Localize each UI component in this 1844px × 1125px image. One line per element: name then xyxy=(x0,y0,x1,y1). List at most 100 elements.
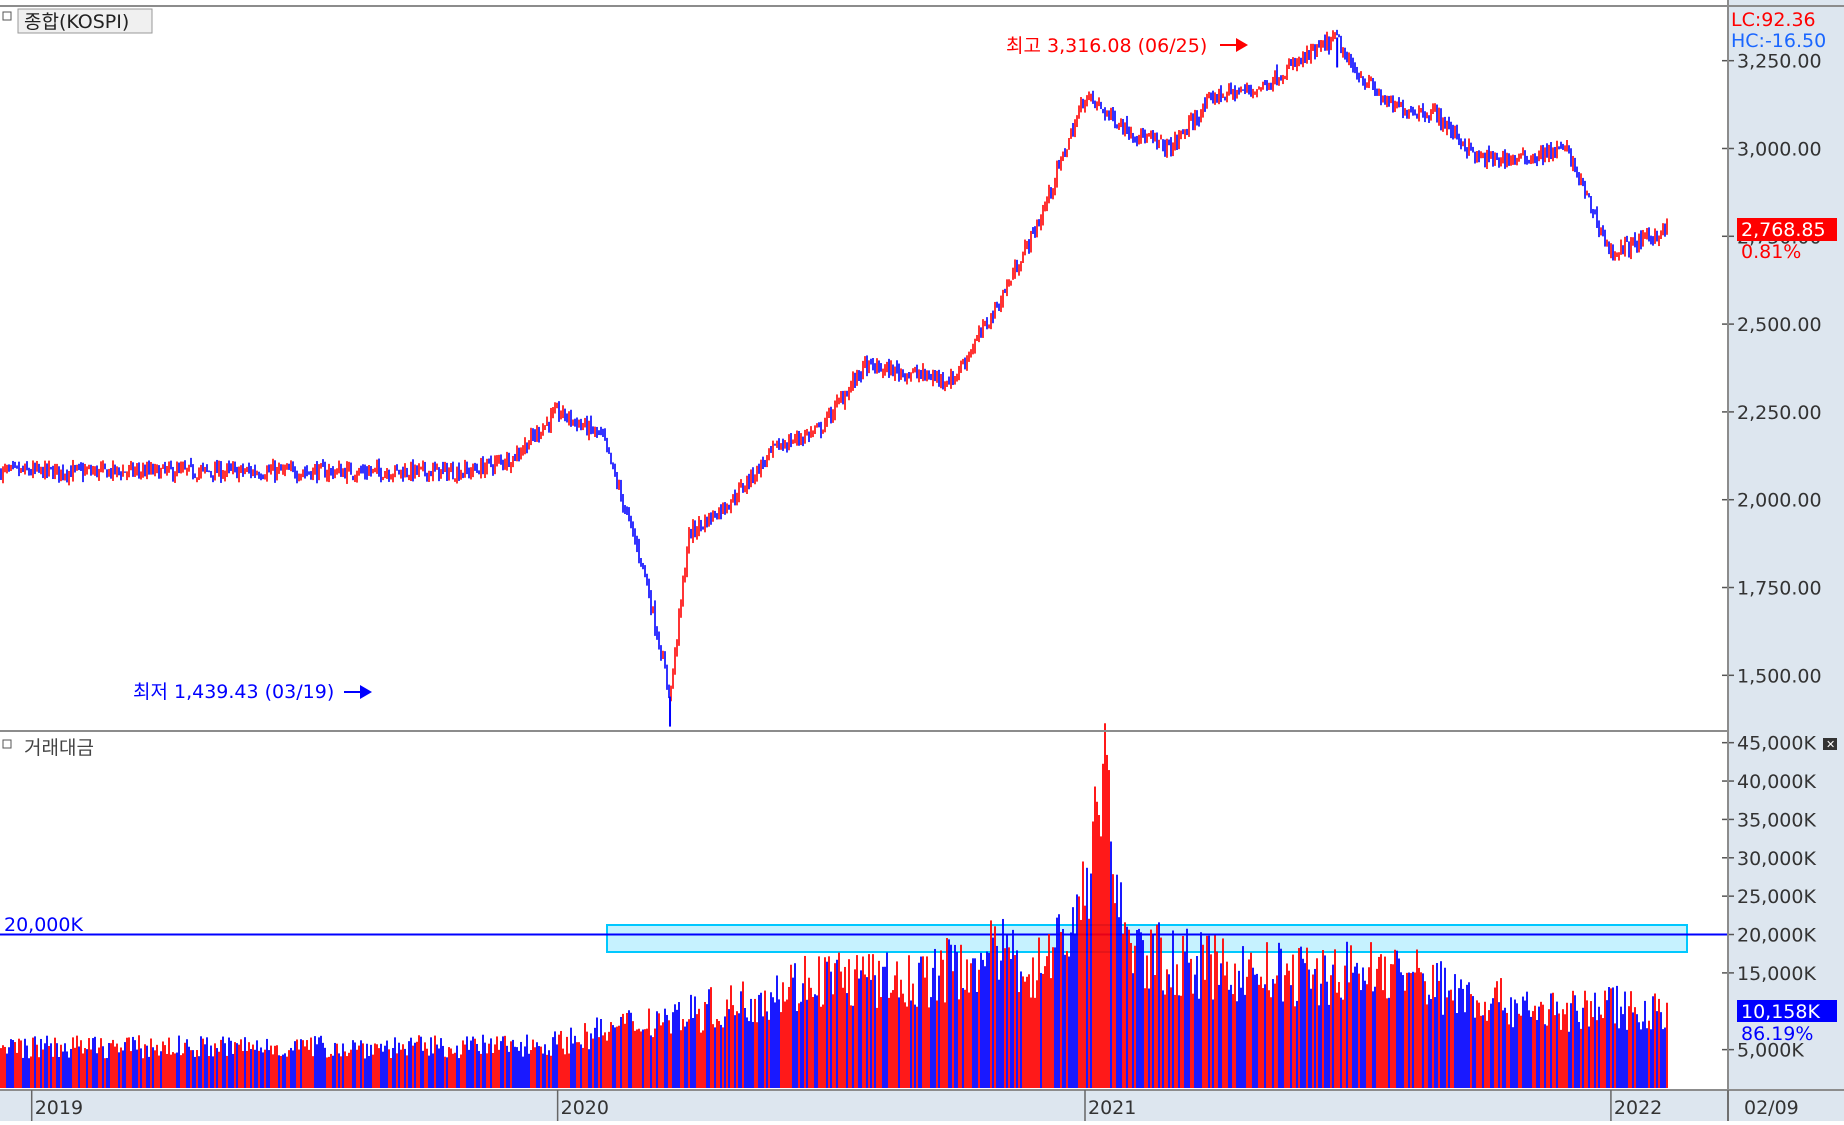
volume-bar xyxy=(1548,1009,1550,1088)
volume-bar xyxy=(722,1027,724,1088)
volume-bar xyxy=(1080,919,1082,1088)
volume-bar xyxy=(136,1049,138,1088)
volume-bar xyxy=(740,991,742,1088)
volume-bar xyxy=(1056,917,1058,1088)
volume-bar xyxy=(1072,907,1074,1088)
volume-bar xyxy=(490,1038,492,1088)
volume-bar xyxy=(1178,995,1180,1088)
volume-bar xyxy=(1308,969,1310,1088)
volume-bar xyxy=(964,989,966,1088)
volume-bar xyxy=(1128,929,1130,1088)
volume-highlight-zone[interactable] xyxy=(606,924,1688,953)
volume-bar xyxy=(498,1049,500,1088)
volume-bar xyxy=(1114,903,1116,1088)
hc-label: HC:-16.50 xyxy=(1731,30,1826,52)
volume-bar xyxy=(992,937,994,1088)
volume-bar xyxy=(814,994,816,1088)
volume-bar xyxy=(1662,1029,1664,1088)
volume-bar xyxy=(352,1040,354,1088)
volume-bar xyxy=(1468,982,1470,1088)
volume-bar xyxy=(1556,1001,1558,1088)
volume-bar xyxy=(1084,905,1086,1088)
volume-bar xyxy=(56,1043,58,1088)
volume-bar xyxy=(1482,1015,1484,1088)
volume-bar xyxy=(1266,942,1268,1088)
volume-bar xyxy=(328,1056,330,1088)
volume-bar xyxy=(134,1040,136,1088)
volume-bar xyxy=(982,959,984,1088)
volume-bar xyxy=(566,1036,568,1088)
volume-bar xyxy=(926,956,928,1088)
volume-bar xyxy=(386,1040,388,1088)
volume-bar xyxy=(864,974,866,1088)
volume-bar xyxy=(494,1044,496,1088)
volume-bar xyxy=(586,1031,588,1088)
volume-bar xyxy=(1196,956,1198,1088)
volume-bar xyxy=(1124,922,1126,1088)
volume-bar xyxy=(228,1037,230,1088)
price-title-box[interactable] xyxy=(17,8,153,34)
volume-bar xyxy=(1234,963,1236,1088)
volume-bar xyxy=(1188,962,1190,1088)
volume-bar xyxy=(894,975,896,1088)
price-tick-label: 2,500.00 xyxy=(1737,314,1822,336)
volume-bar xyxy=(22,1057,24,1088)
volume-bar xyxy=(12,1039,14,1088)
volume-bar xyxy=(1208,935,1210,1088)
volume-bar xyxy=(1322,949,1324,1088)
high-arrow-icon xyxy=(1236,38,1248,52)
volume-bar xyxy=(166,1053,168,1088)
volume-bar xyxy=(800,1001,802,1088)
volume-bar xyxy=(196,1050,198,1088)
volume-bar xyxy=(400,1049,402,1088)
volume-bar xyxy=(1202,944,1204,1088)
volume-bar xyxy=(284,1053,286,1088)
volume-bar xyxy=(1428,994,1430,1088)
volume-bar xyxy=(796,1011,798,1088)
volume-bar xyxy=(1480,1015,1482,1088)
volume-bar xyxy=(272,1054,274,1088)
volume-bar xyxy=(146,1045,148,1088)
volume-bar xyxy=(962,988,964,1088)
volume-bar xyxy=(1544,1024,1546,1088)
volume-bar xyxy=(336,1043,338,1088)
volume-bar xyxy=(1628,1006,1630,1088)
volume-bar xyxy=(32,1037,34,1088)
volume-bar xyxy=(236,1043,238,1088)
volume-bar xyxy=(1232,994,1234,1088)
volume-bar xyxy=(594,1027,596,1088)
volume-bar xyxy=(1032,957,1034,1088)
volume-bar xyxy=(462,1040,464,1088)
volume-bar xyxy=(432,1053,434,1088)
volume-bar xyxy=(402,1044,404,1088)
volume-panel-close-icon[interactable] xyxy=(1823,738,1837,750)
volume-bar xyxy=(1622,1014,1624,1088)
volume-panel-collapse-icon[interactable] xyxy=(2,739,12,749)
volume-bar xyxy=(610,1022,612,1088)
volume-bar xyxy=(638,1028,640,1088)
volume-bar xyxy=(770,992,772,1088)
price-tick-label: 2,250.00 xyxy=(1737,402,1822,424)
volume-bar xyxy=(1416,949,1418,1088)
volume-bar xyxy=(752,1021,754,1088)
volume-bar xyxy=(120,1047,122,1088)
volume-bar xyxy=(164,1045,166,1088)
volume-bar xyxy=(692,1017,694,1088)
volume-bar xyxy=(506,1045,508,1088)
volume-bar xyxy=(1362,967,1364,1088)
volume-bar xyxy=(916,1006,918,1088)
volume-bar xyxy=(1486,1020,1488,1088)
volume-bar xyxy=(554,1031,556,1088)
volume-bar xyxy=(1446,997,1448,1088)
volume-bar xyxy=(340,1056,342,1088)
volume-bar xyxy=(1190,958,1192,1088)
volume-bar xyxy=(70,1048,72,1088)
volume-bar xyxy=(1540,1001,1542,1088)
volume-bar xyxy=(1454,974,1456,1088)
volume-bar xyxy=(26,1045,28,1088)
volume-bar xyxy=(808,977,810,1088)
price-panel-collapse-icon[interactable] xyxy=(2,11,12,21)
volume-bar xyxy=(316,1044,318,1088)
volume-bar xyxy=(1282,1001,1284,1088)
